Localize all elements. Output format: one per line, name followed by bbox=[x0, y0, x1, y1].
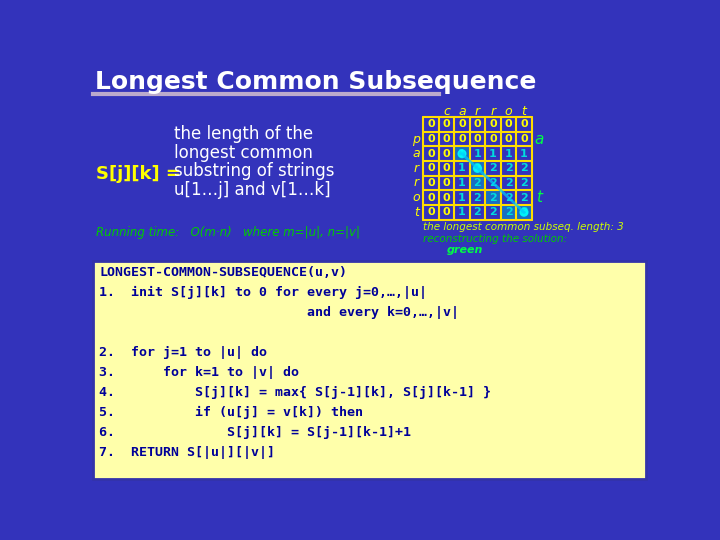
Text: 2: 2 bbox=[474, 193, 482, 202]
Bar bbox=[469, 161, 485, 176]
Text: a: a bbox=[413, 147, 420, 160]
Text: 0: 0 bbox=[458, 134, 466, 144]
Text: u[1…j] and v[1…k]: u[1…j] and v[1…k] bbox=[174, 180, 330, 199]
Text: 1: 1 bbox=[458, 207, 466, 217]
Text: 2: 2 bbox=[489, 178, 497, 188]
Text: 2: 2 bbox=[505, 193, 513, 202]
Text: 0: 0 bbox=[443, 178, 450, 188]
Circle shape bbox=[474, 165, 482, 172]
Text: LONGEST-COMMON-SUBSEQUENCE(u,v): LONGEST-COMMON-SUBSEQUENCE(u,v) bbox=[99, 266, 347, 279]
Text: reconstructing the solution:: reconstructing the solution: bbox=[423, 234, 567, 244]
Text: 2: 2 bbox=[489, 164, 497, 173]
Text: green: green bbox=[446, 245, 483, 254]
Bar bbox=[469, 176, 485, 190]
Text: S[j][k] =: S[j][k] = bbox=[96, 165, 181, 183]
Text: 0: 0 bbox=[443, 207, 450, 217]
Text: 0: 0 bbox=[505, 119, 513, 130]
Text: 0: 0 bbox=[427, 134, 435, 144]
Text: r: r bbox=[475, 105, 480, 118]
Text: 2.  for j=1 to |u| do: 2. for j=1 to |u| do bbox=[99, 346, 267, 359]
Text: o: o bbox=[505, 105, 513, 118]
Text: 1: 1 bbox=[520, 148, 528, 159]
Text: a: a bbox=[458, 105, 466, 118]
Text: 7.  RETURN S[|u|][|v|]: 7. RETURN S[|u|][|v|] bbox=[99, 447, 275, 460]
Text: and every k=0,…,|v|: and every k=0,…,|v| bbox=[99, 306, 459, 319]
Text: substring of strings: substring of strings bbox=[174, 162, 334, 180]
Text: the longest common subseq. length: 3: the longest common subseq. length: 3 bbox=[423, 221, 624, 232]
Text: 3.      for k=1 to |v| do: 3. for k=1 to |v| do bbox=[99, 366, 300, 379]
Text: 3: 3 bbox=[520, 207, 528, 217]
Text: o: o bbox=[413, 191, 420, 204]
Text: c: c bbox=[443, 105, 450, 118]
Text: Longest Common Subsequence: Longest Common Subsequence bbox=[94, 70, 536, 94]
Text: t: t bbox=[536, 190, 542, 205]
Text: longest common: longest common bbox=[174, 144, 312, 161]
Text: 2: 2 bbox=[489, 193, 497, 202]
Text: 0: 0 bbox=[489, 119, 497, 130]
Text: 0: 0 bbox=[443, 119, 450, 130]
Text: 0: 0 bbox=[427, 119, 435, 130]
Text: the length of the: the length of the bbox=[174, 125, 312, 143]
Text: 5.          if (u[j] = v[k]) then: 5. if (u[j] = v[k]) then bbox=[99, 406, 364, 420]
Text: 0: 0 bbox=[505, 134, 513, 144]
Text: 0: 0 bbox=[427, 178, 435, 188]
Text: 2: 2 bbox=[489, 207, 497, 217]
Text: 2: 2 bbox=[474, 178, 482, 188]
Text: 0: 0 bbox=[443, 134, 450, 144]
Text: 1: 1 bbox=[458, 178, 466, 188]
Bar bbox=[454, 146, 469, 161]
Bar bbox=[485, 190, 500, 205]
Text: 2: 2 bbox=[505, 178, 513, 188]
Text: 2: 2 bbox=[505, 164, 513, 173]
Text: 2: 2 bbox=[520, 178, 528, 188]
Text: t: t bbox=[414, 206, 419, 219]
Text: 1: 1 bbox=[458, 148, 466, 159]
Text: 0: 0 bbox=[427, 207, 435, 217]
Text: 1: 1 bbox=[458, 193, 466, 202]
Text: 4.          S[j][k] = max{ S[j-1][k], S[j][k-1] }: 4. S[j][k] = max{ S[j-1][k], S[j][k-1] } bbox=[99, 386, 491, 399]
FancyBboxPatch shape bbox=[93, 261, 646, 479]
Bar bbox=[500, 205, 516, 220]
Text: 2: 2 bbox=[505, 207, 513, 217]
Text: 0: 0 bbox=[474, 134, 481, 144]
Text: 2: 2 bbox=[474, 207, 482, 217]
Bar bbox=[516, 205, 532, 220]
Text: 0: 0 bbox=[427, 148, 435, 159]
Text: r: r bbox=[414, 177, 419, 190]
Text: 0: 0 bbox=[458, 119, 466, 130]
Text: Running time:   O(m·n)   where m=|u|, n=|v|: Running time: O(m·n) where m=|u|, n=|v| bbox=[96, 226, 360, 239]
Text: 1.  init S[j][k] to 0 for every j=0,…,|u|: 1. init S[j][k] to 0 for every j=0,…,|u| bbox=[99, 286, 427, 299]
Circle shape bbox=[520, 208, 528, 216]
Text: 2: 2 bbox=[520, 164, 528, 173]
Text: r: r bbox=[490, 105, 495, 118]
Text: 1: 1 bbox=[474, 148, 482, 159]
Text: 0: 0 bbox=[520, 119, 528, 130]
Text: r: r bbox=[414, 162, 419, 175]
Text: a: a bbox=[535, 132, 544, 146]
Circle shape bbox=[458, 150, 466, 158]
Text: 0: 0 bbox=[520, 134, 528, 144]
Text: 0: 0 bbox=[443, 148, 450, 159]
Text: 0: 0 bbox=[427, 164, 435, 173]
Text: 0: 0 bbox=[443, 164, 450, 173]
Text: 1: 1 bbox=[489, 148, 497, 159]
Text: 0: 0 bbox=[474, 119, 481, 130]
Text: 2: 2 bbox=[520, 193, 528, 202]
Text: 1: 1 bbox=[458, 164, 466, 173]
Text: 0: 0 bbox=[489, 134, 497, 144]
Text: 0: 0 bbox=[443, 193, 450, 202]
Text: 2: 2 bbox=[474, 164, 482, 173]
Text: 0: 0 bbox=[427, 193, 435, 202]
Text: t: t bbox=[521, 105, 526, 118]
Text: p: p bbox=[413, 133, 420, 146]
Text: 1: 1 bbox=[505, 148, 513, 159]
Text: 6.              S[j][k] = S[j-1][k-1]+1: 6. S[j][k] = S[j-1][k-1]+1 bbox=[99, 427, 411, 440]
